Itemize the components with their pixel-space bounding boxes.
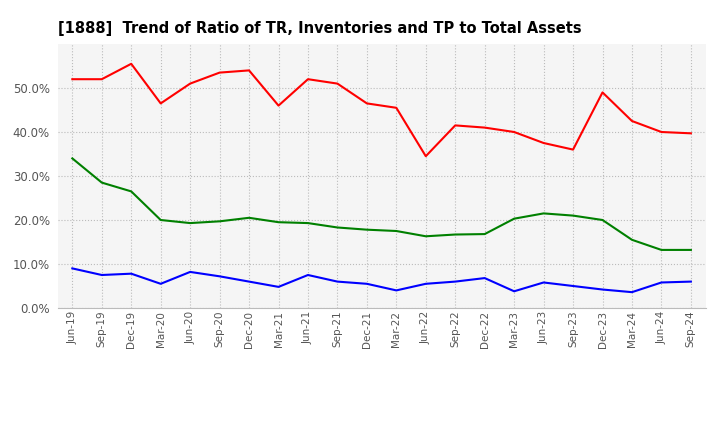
Trade Payables [539, 211, 548, 216]
Inventories [539, 280, 548, 285]
Trade Payables [451, 232, 459, 237]
Inventories [215, 274, 224, 279]
Trade Receivables [598, 90, 607, 95]
Inventories [68, 266, 76, 271]
Trade Payables [97, 180, 106, 185]
Inventories [186, 269, 194, 275]
Trade Receivables [539, 140, 548, 146]
Inventories [127, 271, 135, 276]
Trade Payables [510, 216, 518, 221]
Trade Receivables [421, 154, 430, 159]
Trade Receivables [480, 125, 489, 130]
Trade Payables [598, 217, 607, 223]
Text: [1888]  Trend of Ratio of TR, Inventories and TP to Total Assets: [1888] Trend of Ratio of TR, Inventories… [58, 21, 581, 36]
Line: Trade Payables: Trade Payables [72, 158, 691, 250]
Inventories [392, 288, 400, 293]
Trade Receivables [304, 77, 312, 82]
Trade Payables [215, 219, 224, 224]
Inventories [245, 279, 253, 284]
Trade Receivables [274, 103, 283, 108]
Trade Receivables [451, 123, 459, 128]
Inventories [97, 272, 106, 278]
Inventories [156, 281, 165, 286]
Trade Receivables [156, 101, 165, 106]
Trade Receivables [245, 68, 253, 73]
Trade Payables [569, 213, 577, 218]
Inventories [510, 289, 518, 294]
Inventories [687, 279, 696, 284]
Trade Receivables [333, 81, 342, 86]
Trade Receivables [215, 70, 224, 75]
Trade Payables [687, 247, 696, 253]
Trade Payables [333, 225, 342, 230]
Trade Payables [392, 228, 400, 234]
Trade Receivables [628, 118, 636, 124]
Trade Receivables [392, 105, 400, 110]
Trade Receivables [127, 61, 135, 66]
Trade Payables [127, 189, 135, 194]
Trade Payables [628, 237, 636, 242]
Inventories [657, 280, 666, 285]
Trade Payables [274, 220, 283, 225]
Trade Payables [480, 231, 489, 237]
Inventories [421, 281, 430, 286]
Trade Payables [421, 234, 430, 239]
Inventories [451, 279, 459, 284]
Trade Payables [68, 156, 76, 161]
Trade Receivables [510, 129, 518, 135]
Trade Receivables [657, 129, 666, 135]
Trade Payables [304, 220, 312, 226]
Trade Payables [363, 227, 372, 232]
Inventories [598, 287, 607, 292]
Line: Inventories: Inventories [72, 268, 691, 292]
Trade Receivables [68, 77, 76, 82]
Trade Receivables [569, 147, 577, 152]
Trade Payables [245, 215, 253, 220]
Inventories [628, 290, 636, 295]
Inventories [333, 279, 342, 284]
Inventories [569, 283, 577, 289]
Inventories [363, 281, 372, 286]
Line: Trade Receivables: Trade Receivables [72, 64, 691, 156]
Trade Payables [186, 220, 194, 226]
Trade Payables [156, 217, 165, 223]
Inventories [480, 275, 489, 281]
Trade Payables [657, 247, 666, 253]
Trade Receivables [97, 77, 106, 82]
Trade Receivables [687, 131, 696, 136]
Inventories [304, 272, 312, 278]
Inventories [274, 284, 283, 290]
Trade Receivables [363, 101, 372, 106]
Trade Receivables [186, 81, 194, 86]
